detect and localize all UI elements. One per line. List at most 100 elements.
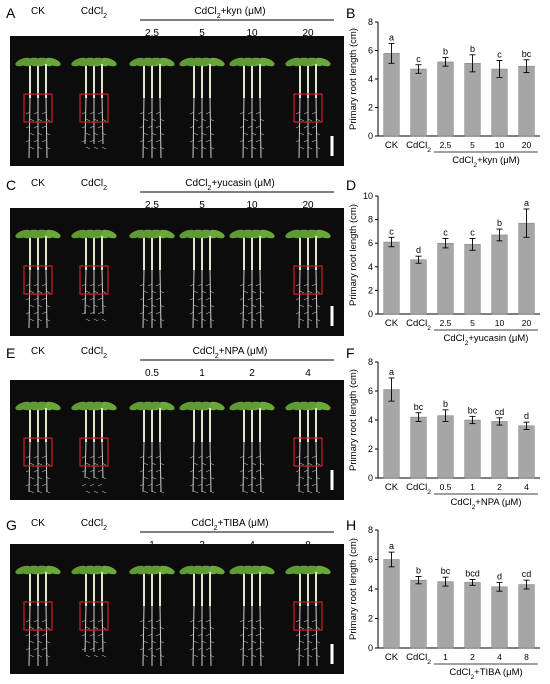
lateral-root — [243, 132, 249, 136]
lateral-root — [139, 297, 145, 301]
lateral-root — [143, 654, 149, 658]
lateral-root — [85, 654, 91, 658]
x-tick-label: 2 — [470, 652, 475, 662]
lateral-root — [239, 483, 245, 487]
highlight-box — [23, 601, 53, 631]
lateral-root — [299, 132, 305, 136]
root — [259, 441, 262, 493]
lateral-root — [33, 283, 39, 287]
lateral-root — [239, 647, 245, 651]
root — [45, 441, 48, 493]
lateral-root — [37, 146, 43, 150]
lateral-root — [255, 311, 261, 315]
lateral-root — [85, 626, 91, 630]
lateral-root — [303, 111, 309, 115]
lateral-root — [147, 633, 153, 637]
lateral-root — [251, 132, 257, 136]
x-tick-label: CdCl2 — [406, 318, 431, 332]
lateral-root — [251, 118, 257, 122]
lateral-root — [37, 462, 43, 466]
bar — [491, 421, 508, 479]
lateral-root — [81, 633, 87, 637]
photo-background — [10, 208, 344, 336]
lateral-root — [295, 455, 301, 459]
lateral-root — [159, 476, 165, 480]
lateral-root — [307, 654, 313, 658]
root — [84, 441, 87, 479]
lateral-root — [251, 654, 257, 658]
lateral-root — [89, 111, 95, 115]
root — [101, 441, 104, 479]
root — [298, 97, 301, 159]
cotyledon — [129, 57, 145, 67]
lateral-root — [139, 619, 145, 623]
group-label: CdCl2+NPA (μM) — [450, 497, 521, 511]
lateral-root — [139, 125, 145, 129]
cotyledon — [45, 229, 61, 239]
root — [142, 269, 145, 329]
y-tick-label: 4 — [368, 74, 373, 84]
lateral-root — [37, 640, 43, 644]
lateral-root — [81, 139, 87, 143]
concentration-label: 4 — [305, 368, 311, 379]
root — [315, 269, 318, 329]
lateral-root — [243, 640, 249, 644]
lateral-root — [209, 640, 215, 644]
highlight-box — [293, 601, 323, 631]
cotyledon — [195, 57, 211, 67]
lateral-root — [193, 290, 199, 294]
lateral-root — [81, 469, 87, 473]
lateral-root — [209, 462, 215, 466]
lateral-root — [259, 118, 265, 122]
cotyledon — [285, 401, 301, 411]
lateral-root — [81, 483, 87, 487]
x-tick-label: CdCl2 — [406, 140, 431, 154]
lateral-root — [81, 619, 87, 623]
lateral-root — [251, 490, 257, 494]
lateral-root — [81, 283, 87, 287]
lateral-root — [147, 469, 153, 473]
cotyledon — [137, 229, 153, 239]
cotyledon — [245, 401, 261, 411]
lateral-root — [97, 483, 103, 487]
lateral-root — [45, 132, 51, 136]
x-tick-label: 20 — [522, 318, 532, 328]
significance-letter: c — [389, 226, 394, 236]
lateral-root — [101, 318, 107, 322]
cotyledon — [187, 565, 203, 575]
lateral-root — [205, 311, 211, 315]
y-tick-label: 8 — [368, 525, 373, 535]
lateral-root — [197, 125, 203, 129]
lateral-root — [25, 283, 31, 287]
cotyledon — [15, 57, 31, 67]
cotyledon — [229, 229, 245, 239]
lateral-root — [155, 111, 161, 115]
y-tick-label: 8 — [368, 17, 373, 27]
lateral-root — [93, 132, 99, 136]
bar — [437, 61, 454, 137]
significance-letter: d — [524, 411, 529, 421]
bar — [464, 419, 481, 479]
lateral-root — [259, 146, 265, 150]
lateral-root — [37, 304, 43, 308]
lateral-root — [89, 633, 95, 637]
lateral-root — [243, 304, 249, 308]
panel-letter: D — [346, 177, 356, 193]
lateral-root — [101, 640, 107, 644]
lateral-root — [33, 455, 39, 459]
lateral-root — [151, 318, 157, 322]
bar — [410, 416, 427, 479]
lateral-root — [101, 490, 107, 494]
lateral-root — [143, 640, 149, 644]
lateral-root — [155, 139, 161, 143]
lateral-root — [155, 125, 161, 129]
bar — [437, 581, 454, 649]
group-label: CdCl2+yucasin (μM) — [444, 333, 529, 347]
root — [298, 441, 301, 493]
lateral-root — [205, 469, 211, 473]
lateral-root — [201, 118, 207, 122]
lateral-root — [255, 469, 261, 473]
lateral-root — [93, 490, 99, 494]
lateral-root — [209, 304, 215, 308]
lateral-root — [85, 146, 91, 150]
